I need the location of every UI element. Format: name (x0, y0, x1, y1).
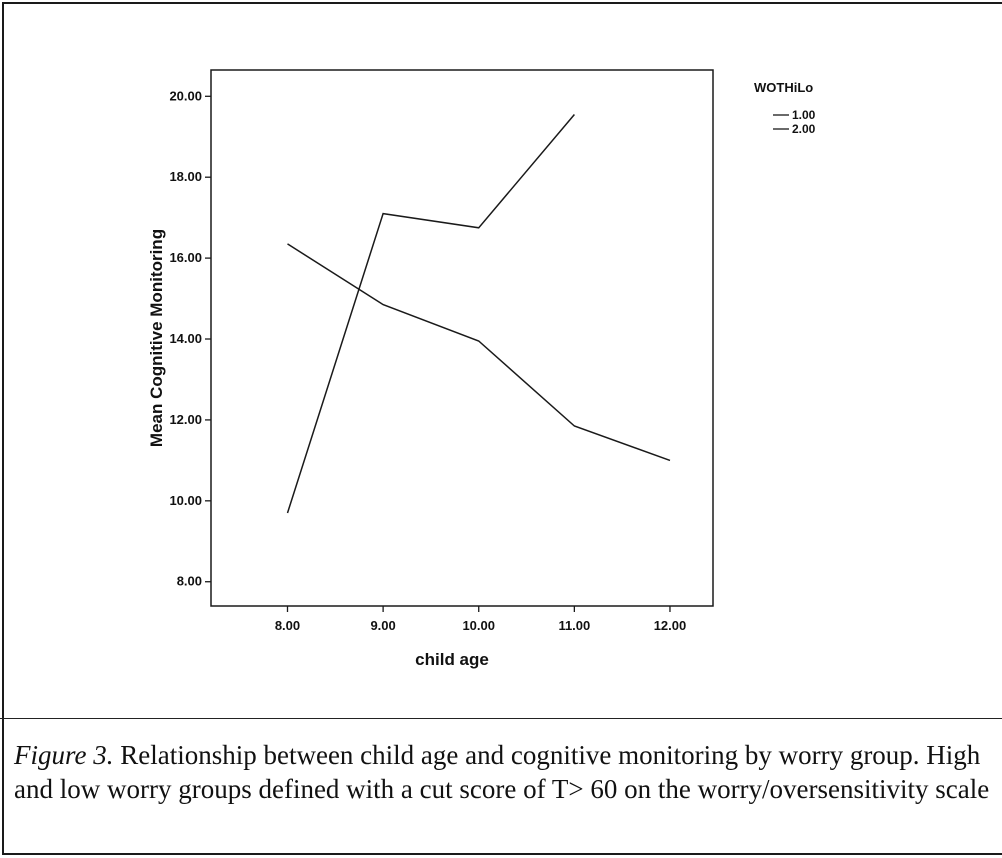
legend-label-1: 1.00 (792, 108, 816, 122)
figure-caption: Figure 3. Relationship between child age… (14, 738, 994, 806)
x-tick-label: 12.00 (654, 618, 687, 633)
x-axis: 8.00 9.00 10.00 11.00 12.00 (275, 606, 686, 633)
y-tick-label: 10.00 (169, 493, 202, 508)
y-tick-label: 12.00 (169, 412, 202, 427)
y-axis: 8.00 10.00 12.00 14.00 16.00 18.00 20.00 (169, 88, 211, 589)
x-axis-title: child age (415, 650, 489, 669)
x-tick-label: 10.00 (462, 618, 495, 633)
legend-label-2: 2.00 (792, 122, 816, 136)
y-tick-label: 20.00 (169, 88, 202, 103)
x-tick-label: 8.00 (275, 618, 300, 633)
plot-area (210, 69, 714, 607)
line-chart: 8.00 10.00 12.00 14.00 16.00 18.00 20.00 8.00 9… (147, 69, 816, 669)
y-axis-title: Mean Cognitive Monitoring (147, 229, 166, 447)
legend: WOTHiLo 1.00 2.00 (754, 80, 816, 136)
y-tick-label: 18.00 (169, 169, 202, 184)
caption-text: Relationship between child age and cogni… (14, 740, 990, 804)
y-tick-label: 16.00 (169, 250, 202, 265)
y-tick-label: 14.00 (169, 331, 202, 346)
caption-lead: Figure 3. (14, 740, 114, 770)
series-lines (286, 114, 671, 514)
y-tick-label: 8.00 (177, 574, 202, 589)
caption-divider (0, 718, 1002, 719)
x-tick-label: 9.00 (370, 618, 395, 633)
series-line-1 (287, 243, 671, 462)
x-tick-label: 11.00 (558, 618, 590, 633)
legend-title: WOTHiLo (754, 80, 813, 95)
series-line-2 (286, 114, 575, 514)
